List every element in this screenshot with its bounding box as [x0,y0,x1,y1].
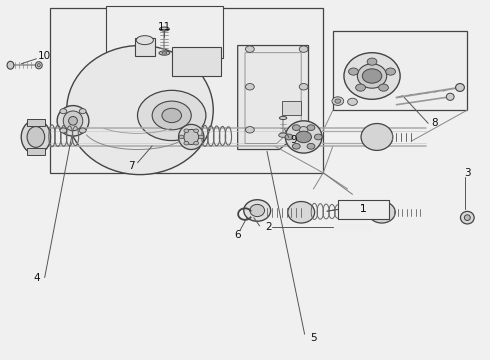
Ellipse shape [361,123,393,150]
Circle shape [307,143,315,149]
Circle shape [198,135,203,139]
Circle shape [335,99,341,103]
Circle shape [367,58,377,65]
Bar [27,148,45,155]
Circle shape [245,84,254,90]
Circle shape [299,46,308,52]
Text: 9: 9 [291,135,297,145]
Polygon shape [238,45,309,149]
Ellipse shape [279,133,288,137]
Bar [135,39,155,56]
Ellipse shape [250,204,265,217]
Circle shape [79,128,86,133]
Ellipse shape [461,211,474,224]
Ellipse shape [35,62,42,69]
Ellipse shape [465,215,470,221]
Text: 8: 8 [431,118,438,128]
Ellipse shape [244,200,270,221]
Circle shape [296,131,312,143]
Ellipse shape [63,111,83,131]
Circle shape [245,127,254,133]
Circle shape [60,128,67,133]
Ellipse shape [376,207,388,218]
Ellipse shape [138,90,206,140]
Text: 10: 10 [38,51,51,61]
Ellipse shape [57,105,89,136]
Ellipse shape [27,127,45,147]
Circle shape [362,69,382,83]
Ellipse shape [162,52,167,54]
Ellipse shape [7,61,14,69]
Text: 1: 1 [360,204,367,215]
Bar [172,47,220,76]
Text: 3: 3 [464,168,470,178]
Ellipse shape [344,53,400,99]
Circle shape [60,109,67,114]
Circle shape [356,84,366,91]
Ellipse shape [136,36,153,45]
Text: 7: 7 [128,161,135,171]
Circle shape [194,141,198,145]
Bar [282,101,301,116]
Text: 1: 1 [360,204,367,215]
Circle shape [299,84,308,90]
Circle shape [348,68,358,75]
Text: 2: 2 [265,222,272,232]
Text: 4: 4 [33,273,40,283]
Circle shape [347,98,357,105]
Ellipse shape [285,121,322,153]
Bar [333,31,467,110]
Ellipse shape [184,130,198,144]
Bar [333,224,372,231]
Circle shape [179,135,184,139]
Ellipse shape [21,120,50,154]
Ellipse shape [456,84,465,91]
Circle shape [299,127,308,133]
Ellipse shape [288,202,315,223]
Ellipse shape [37,64,40,67]
Bar [27,119,45,126]
Ellipse shape [159,27,169,31]
Bar [338,200,389,220]
Ellipse shape [69,117,77,125]
Ellipse shape [152,101,191,130]
Bar [106,6,223,58]
Ellipse shape [357,64,387,88]
Circle shape [332,97,343,105]
Circle shape [285,134,293,140]
Text: 6: 6 [234,230,241,239]
Circle shape [194,129,198,132]
Ellipse shape [159,51,170,55]
Circle shape [184,129,189,132]
Circle shape [307,125,315,131]
Circle shape [379,84,389,91]
Circle shape [293,143,300,149]
Ellipse shape [178,125,204,149]
Circle shape [315,134,322,140]
Circle shape [184,141,189,145]
Ellipse shape [368,202,395,223]
Ellipse shape [446,93,454,100]
Ellipse shape [162,108,181,123]
Bar [49,8,323,173]
Bar [338,200,389,220]
Circle shape [79,109,86,114]
Text: 11: 11 [158,22,171,32]
Ellipse shape [67,45,213,175]
Ellipse shape [279,116,287,120]
Circle shape [386,68,395,75]
Circle shape [245,46,254,52]
Text: 5: 5 [310,333,317,343]
Circle shape [293,125,300,131]
